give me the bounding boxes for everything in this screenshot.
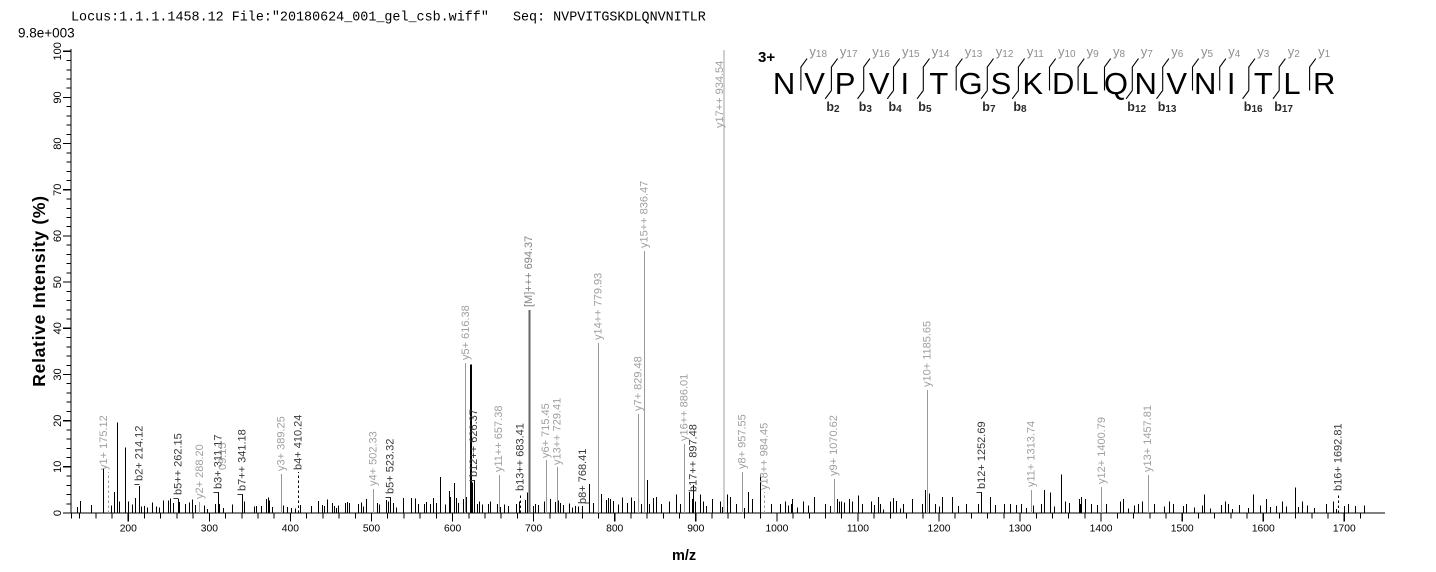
svg-text:y10+ 1185.65: y10+ 1185.65 xyxy=(922,321,934,387)
svg-text:Relative Intensity (%): Relative Intensity (%) xyxy=(29,195,49,386)
svg-text:b16+ 1692.81: b16+ 1692.81 xyxy=(1333,423,1345,491)
svg-text:V: V xyxy=(1166,66,1187,101)
svg-text:1600: 1600 xyxy=(1252,524,1275,535)
svg-text:60: 60 xyxy=(52,230,64,242)
svg-text:y17++ 934.54: y17++ 934.54 xyxy=(714,61,726,128)
svg-text:1100: 1100 xyxy=(847,524,869,535)
svg-text:40: 40 xyxy=(52,322,64,334)
svg-text:1700: 1700 xyxy=(1333,524,1356,535)
svg-text:N: N xyxy=(773,66,795,101)
svg-text:Q: Q xyxy=(1104,66,1128,101)
svg-text:800: 800 xyxy=(606,524,623,535)
svg-text:b12+ 1252.69: b12+ 1252.69 xyxy=(976,421,988,489)
svg-text:30: 30 xyxy=(52,368,64,380)
svg-text:50: 50 xyxy=(52,276,64,288)
svg-text:20: 20 xyxy=(52,415,64,427)
svg-text:1500: 1500 xyxy=(1171,524,1194,535)
svg-text:y1+ 175.12: y1+ 175.12 xyxy=(98,415,110,470)
svg-text:b4+ 410.24: b4+ 410.24 xyxy=(293,415,305,470)
svg-text:y4+ 502.33: y4+ 502.33 xyxy=(367,431,379,486)
svg-text:y11++ 657.38: y11++ 657.38 xyxy=(493,406,505,472)
svg-text:m/z: m/z xyxy=(672,548,696,564)
svg-text:b16: b16 xyxy=(1244,100,1263,115)
svg-text:y12+ 1400.79: y12+ 1400.79 xyxy=(1096,417,1108,484)
svg-text:T: T xyxy=(1254,66,1273,101)
svg-text:10: 10 xyxy=(52,461,64,473)
svg-text:0: 0 xyxy=(52,510,64,516)
svg-text:S: S xyxy=(991,66,1012,101)
svg-text:b2+ 214.12: b2+ 214.12 xyxy=(134,426,146,481)
svg-text:b2: b2 xyxy=(826,100,840,115)
svg-text:y16++ 886.01: y16++ 886.01 xyxy=(678,374,690,441)
svg-text:b5: b5 xyxy=(918,100,932,115)
svg-text:900: 900 xyxy=(687,524,704,535)
svg-text:b4: b4 xyxy=(889,100,903,115)
svg-text:y6+ 715.45: y6+ 715.45 xyxy=(540,403,552,458)
svg-text:y15++ 836.47: y15++ 836.47 xyxy=(638,181,650,248)
svg-text:b8: b8 xyxy=(1013,100,1027,115)
svg-text:100: 100 xyxy=(52,42,64,60)
svg-text:b13++ 683.41: b13++ 683.41 xyxy=(514,423,526,491)
svg-text:L: L xyxy=(1283,66,1300,101)
svg-text:L: L xyxy=(1081,66,1098,101)
svg-text:200: 200 xyxy=(120,524,137,535)
svg-text:b7++ 341.18: b7++ 341.18 xyxy=(237,429,249,491)
svg-text:V: V xyxy=(869,66,890,101)
svg-text:b3+ 311.17: b3+ 311.17 xyxy=(212,434,224,489)
svg-text:y14++ 779.93: y14++ 779.93 xyxy=(593,273,605,340)
svg-text:b13: b13 xyxy=(1158,100,1177,115)
svg-text:R: R xyxy=(1313,66,1335,101)
svg-text:G: G xyxy=(959,66,983,101)
svg-text:V: V xyxy=(804,66,825,101)
svg-text:[M]+++ 694.37: [M]+++ 694.37 xyxy=(523,236,535,307)
svg-text:70: 70 xyxy=(52,184,64,196)
svg-text:09.15: 09.15 xyxy=(217,442,229,470)
svg-text:1000: 1000 xyxy=(765,524,788,535)
svg-text:b5++ 262.15: b5++ 262.15 xyxy=(173,433,185,495)
svg-text:80: 80 xyxy=(52,137,64,149)
svg-text:y5+ 616.38: y5+ 616.38 xyxy=(460,305,472,360)
svg-text:600: 600 xyxy=(444,524,461,535)
svg-text:500: 500 xyxy=(363,524,380,535)
svg-text:y3+ 389.25: y3+ 389.25 xyxy=(276,416,288,471)
svg-text:N: N xyxy=(1194,66,1216,101)
svg-text:b8+ 768.41: b8+ 768.41 xyxy=(577,449,589,504)
svg-text:b17++ 897.48: b17++ 897.48 xyxy=(688,424,700,492)
svg-text:y2+ 288.20: y2+ 288.20 xyxy=(194,444,206,499)
svg-text:1400: 1400 xyxy=(1090,524,1113,535)
svg-text:9.8e+003: 9.8e+003 xyxy=(18,26,75,41)
svg-text:b3: b3 xyxy=(859,100,873,115)
svg-text:y13+ 1457.81: y13+ 1457.81 xyxy=(1142,405,1154,472)
svg-text:y9+ 1070.62: y9+ 1070.62 xyxy=(828,415,840,476)
svg-text:T: T xyxy=(929,66,948,101)
svg-text:700: 700 xyxy=(525,524,542,535)
svg-text:y7+ 829.48: y7+ 829.48 xyxy=(633,356,645,411)
svg-text:b7: b7 xyxy=(982,100,996,115)
svg-text:400: 400 xyxy=(282,524,299,535)
svg-text:y8+ 957.55: y8+ 957.55 xyxy=(737,414,749,469)
svg-text:300: 300 xyxy=(201,524,218,535)
svg-text:I: I xyxy=(900,66,909,101)
svg-text:Locus:1.1.1.1458.12 File:"2018: Locus:1.1.1.1458.12 File:"20180624_001_g… xyxy=(71,11,706,26)
svg-text:y13++ 729.41: y13++ 729.41 xyxy=(552,398,564,465)
svg-text:3+: 3+ xyxy=(758,49,775,66)
svg-text:K: K xyxy=(1022,66,1043,101)
svg-text:b5+ 523.32: b5+ 523.32 xyxy=(384,439,396,494)
svg-text:1300: 1300 xyxy=(1009,524,1032,535)
svg-text:y18++ 984.45: y18++ 984.45 xyxy=(758,423,770,490)
svg-text:1200: 1200 xyxy=(928,524,951,535)
svg-text:I: I xyxy=(1227,66,1236,101)
svg-text:D: D xyxy=(1052,66,1074,101)
svg-text:N: N xyxy=(1135,66,1157,101)
svg-text:y11+ 1313.74: y11+ 1313.74 xyxy=(1025,421,1037,487)
svg-text:90: 90 xyxy=(52,91,64,103)
svg-text:P: P xyxy=(835,66,856,101)
svg-text:b12++ 626.37: b12++ 626.37 xyxy=(468,409,480,477)
svg-text:b17: b17 xyxy=(1274,100,1293,115)
svg-text:b12: b12 xyxy=(1127,100,1146,115)
